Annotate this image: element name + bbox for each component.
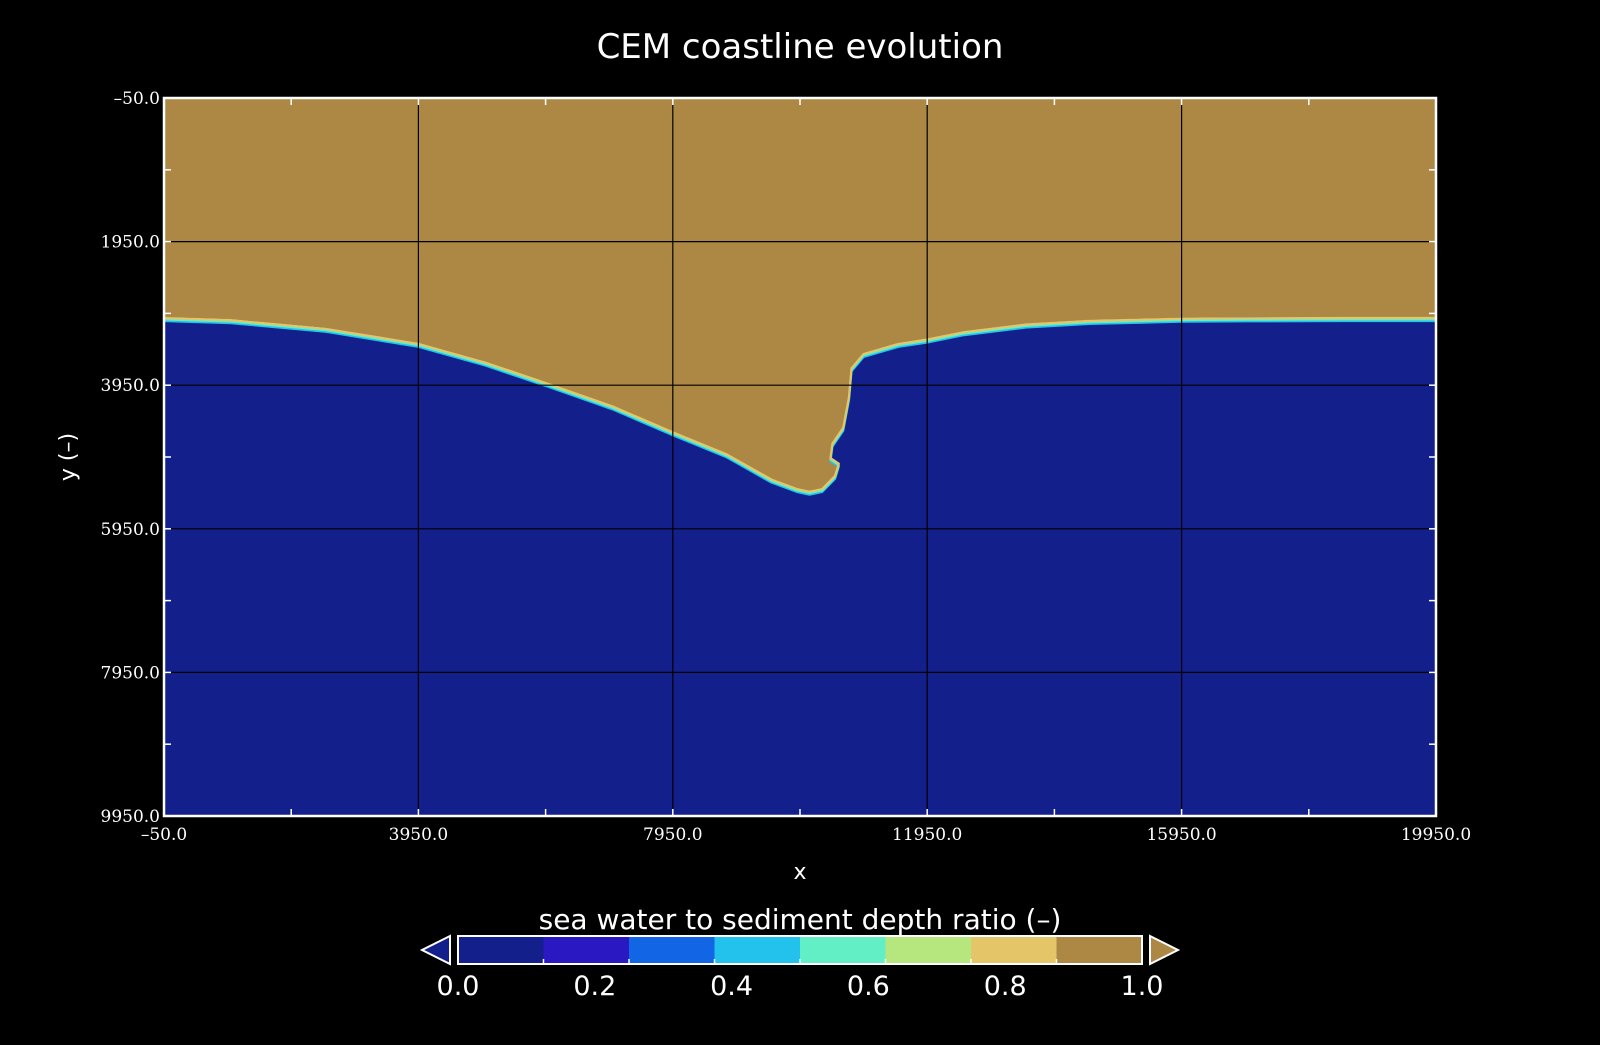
colorbar-swatch	[458, 936, 544, 964]
shoreline-band-teal	[163, 318, 1436, 495]
colorbar: sea water to sediment depth ratio (–) 0.…	[419, 903, 1181, 1002]
y-tick-label: –50.0	[114, 89, 160, 109]
colorbar-tick-label: 0.6	[847, 971, 890, 1002]
shoreline-band-yellow	[163, 316, 1436, 493]
colorbar-tick-label: 1.0	[1121, 971, 1164, 1002]
shoreline-band-cyan	[163, 319, 1436, 496]
colorbar-tick-label: 0.4	[710, 971, 753, 1002]
x-tick-label: 19950.0	[1401, 825, 1471, 845]
x-axis-label: x	[793, 860, 806, 885]
y-tick-label: 1950.0	[101, 233, 160, 253]
colorbar-swatch	[971, 936, 1057, 964]
x-tick-label: 15950.0	[1146, 825, 1216, 845]
colorbar-over-arrow	[1149, 934, 1181, 966]
colorbar-swatch	[543, 936, 630, 964]
colorbar-swatch	[714, 936, 801, 964]
x-tick-label: 3950.0	[389, 825, 448, 845]
y-tick-labels: –50.0 1950.0 3950.0 5950.0 7950.0 9950.0	[101, 89, 160, 827]
chart-title: CEM coastline evolution	[597, 27, 1004, 67]
y-tick-label: 9950.0	[101, 807, 160, 827]
colorbar-swatch	[885, 936, 972, 964]
colorbar-swatch	[800, 936, 886, 964]
colorbar-swatch	[1056, 936, 1143, 964]
colorbar-title: sea water to sediment depth ratio (–)	[539, 903, 1062, 936]
y-tick-label: 3950.0	[101, 376, 160, 396]
plot-frame	[162, 96, 1438, 818]
x-tick-label: 7950.0	[643, 825, 702, 845]
plot-area	[162, 96, 1438, 818]
y-tick-label: 5950.0	[101, 520, 160, 540]
colorbar-swatches	[457, 935, 1143, 965]
y-axis-label: y (–)	[56, 433, 81, 481]
y-tick-label: 7950.0	[101, 663, 160, 683]
colorbar-tick-label: 0.2	[573, 971, 616, 1002]
colorbar-swatch	[629, 936, 715, 964]
land-region	[164, 98, 1436, 491]
shoreline-band	[163, 316, 1436, 496]
grid-lines	[164, 98, 1436, 816]
x-tick-label: 11950.0	[892, 825, 962, 845]
colorbar-tick-label: 0.0	[437, 971, 480, 1002]
colorbar-under-arrow	[419, 934, 451, 966]
x-tick-labels: –50.0 3950.0 7950.0 11950.0 15950.0 19950.0	[141, 825, 1471, 845]
colorbar-tick-labels: 0.0 0.2 0.4 0.6 0.8 1.0	[437, 971, 1164, 1002]
colorbar-tick-label: 0.8	[984, 971, 1027, 1002]
x-tick-label: –50.0	[141, 825, 187, 845]
